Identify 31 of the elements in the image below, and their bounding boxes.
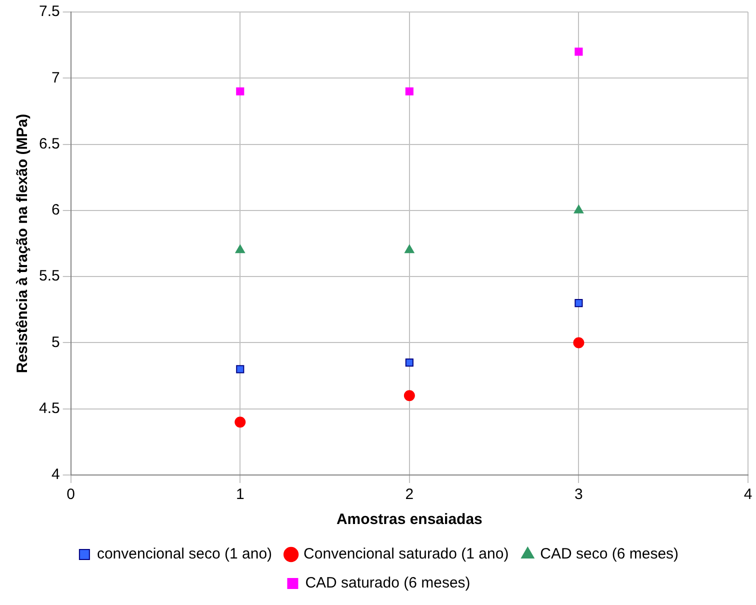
point xyxy=(573,337,584,348)
point xyxy=(574,48,583,56)
y-tick-label: 5 xyxy=(52,334,60,351)
point xyxy=(404,244,414,254)
x-tick-label: 2 xyxy=(405,486,414,504)
y-tick-label: 7 xyxy=(52,69,60,86)
point xyxy=(574,204,584,214)
legend-label: convencional seco (1 ano) xyxy=(96,546,272,563)
legend-label: CAD saturado (6 meses) xyxy=(305,574,470,592)
y-tick-label: 5.5 xyxy=(38,268,60,285)
y-tick-label: 4 xyxy=(52,466,60,484)
point xyxy=(574,298,583,308)
point xyxy=(236,87,244,96)
x-tick-label: 1 xyxy=(236,486,244,504)
point xyxy=(405,87,414,96)
y-tick-label: 4.5 xyxy=(38,400,60,417)
point xyxy=(405,358,414,367)
point xyxy=(404,390,415,402)
point xyxy=(236,365,244,374)
x-tick-label: 3 xyxy=(574,486,583,504)
y-axis-title: Resistência à tração na flexão (MPa) xyxy=(14,114,32,374)
legend-label: Convencional saturado (1 ano) xyxy=(304,546,509,563)
x-axis-title: Amostras ensaiadas xyxy=(336,511,482,528)
y-tick-label: 6.5 xyxy=(38,135,60,152)
x-tick-label: 4 xyxy=(744,486,752,504)
y-tick-label: 6 xyxy=(52,202,60,219)
x-tick-label: 0 xyxy=(66,486,76,504)
point xyxy=(235,244,245,254)
point xyxy=(234,416,246,428)
y-tick-label: 7.5 xyxy=(38,3,60,20)
legend-label: CAD seco (6 meses) xyxy=(540,546,679,563)
